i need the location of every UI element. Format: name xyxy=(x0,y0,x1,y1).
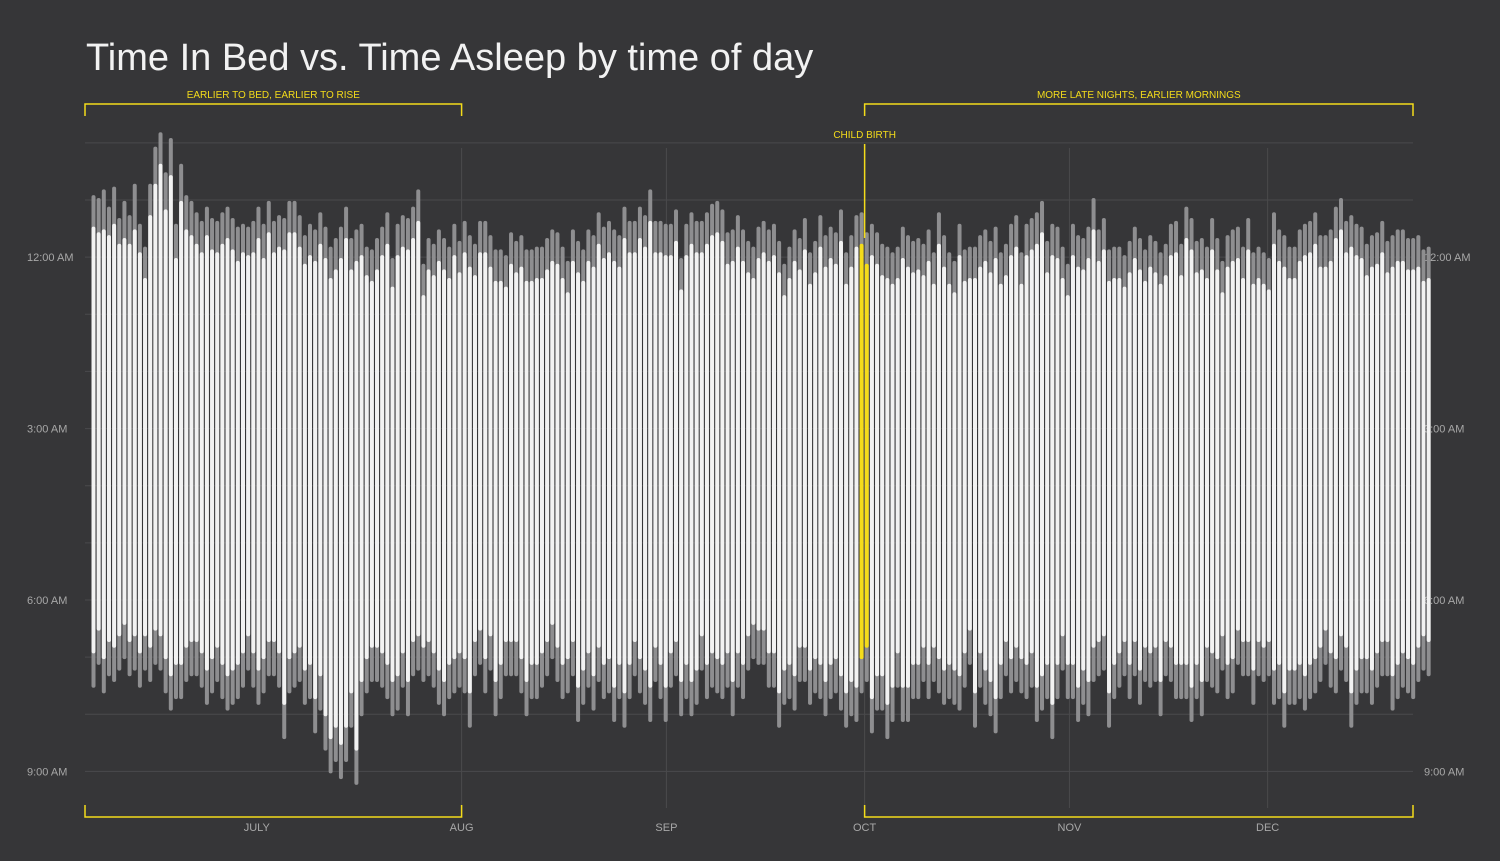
x-tick-label: AUG xyxy=(450,822,474,834)
x-tick-label: JULY xyxy=(244,822,271,834)
y-tick-label-left: 3:00 AM xyxy=(27,424,67,436)
x-tick-label: SEP xyxy=(655,822,677,834)
y-tick-label-right: 12:00 AM xyxy=(1424,252,1470,264)
y-tick-label-right: 3:00 AM xyxy=(1424,424,1464,436)
y-tick-label-right: 9:00 AM xyxy=(1424,766,1464,778)
annotation-bracket-bottom xyxy=(863,805,1414,818)
x-tick-label: NOV xyxy=(1058,822,1083,834)
y-tick-label-left: 12:00 AM xyxy=(27,252,73,264)
x-tick-label: OCT xyxy=(853,822,877,834)
chart-title: Time In Bed vs. Time Asleep by time of d… xyxy=(86,37,813,79)
annotation-bracket-bottom xyxy=(84,805,463,818)
annotation-label: MORE LATE NIGHTS, EARLIER MORNINGS xyxy=(1037,90,1241,101)
annotation-bracket-top xyxy=(84,103,463,116)
y-tick-label-right: 6:00 AM xyxy=(1424,595,1464,607)
annotations-layer: EARLIER TO BED, EARLIER TO RISE MORE LATE… xyxy=(84,90,1414,818)
y-tick-label-left: 9:00 AM xyxy=(27,766,67,778)
y-tick-label-left: 6:00 AM xyxy=(27,595,67,607)
annotation-label: EARLIER TO BED, EARLIER TO RISE xyxy=(187,90,361,101)
annotation-bracket-top xyxy=(863,103,1414,116)
x-axis-labels: JULY AUG SEP OCT NOV DEC xyxy=(244,822,1280,834)
annotation-label-child-birth: CHILD BIRTH xyxy=(833,130,896,141)
bars-layer xyxy=(91,132,1431,785)
y-axis-labels: 12:00 AM 12:00 AM 3:00 AM 3:00 AM 6:00 AM 6:0… xyxy=(27,252,1470,778)
x-tick-label: DEC xyxy=(1256,822,1279,834)
